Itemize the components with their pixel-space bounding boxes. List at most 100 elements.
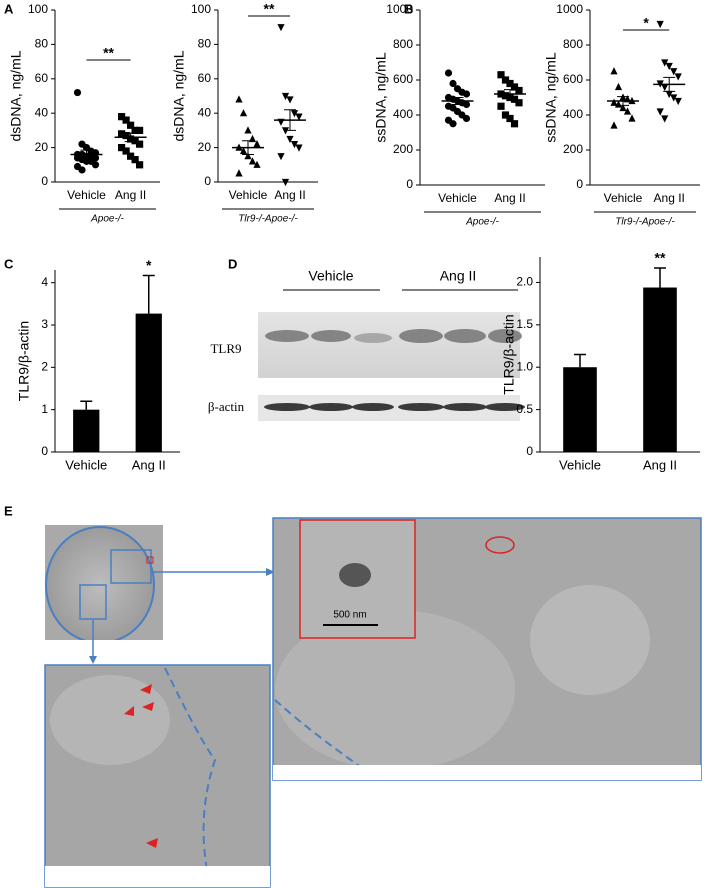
y-tick-label: 400 (393, 107, 413, 121)
y-tick-label: 80 (198, 37, 212, 51)
y-tick-label: 0.5 (516, 402, 533, 416)
point (462, 100, 471, 109)
inset-box (110, 549, 152, 584)
y-tick-label: 0 (406, 177, 413, 191)
point (670, 68, 678, 76)
point (253, 160, 261, 168)
point (122, 116, 130, 124)
error-bar (80, 400, 93, 410)
texture (530, 585, 650, 695)
point (506, 79, 514, 88)
western-blot: Vehicle Ang II TLR9 β-actin (208, 268, 525, 421)
sem-bar (451, 97, 464, 105)
y-tick-label: 1.0 (516, 359, 533, 373)
sem-bar (663, 76, 676, 92)
panel-label: A (4, 1, 14, 16)
point (628, 114, 636, 122)
y-axis-label: dsDNA, ng/mL (8, 50, 24, 141)
sem-bar (617, 96, 629, 106)
texture (50, 675, 170, 765)
point (623, 107, 632, 115)
y-tick-label: 600 (563, 72, 583, 86)
arrowhead (266, 568, 275, 576)
point (239, 146, 248, 155)
y-tick-label: 1 (41, 402, 48, 416)
bar (643, 287, 677, 452)
point (136, 161, 144, 169)
significance-label: * (146, 257, 152, 273)
y-tick-label: 800 (393, 37, 413, 51)
point (295, 113, 303, 121)
point (295, 144, 303, 152)
point (118, 144, 126, 152)
point (122, 147, 130, 155)
point (277, 24, 285, 32)
sem-bar (80, 149, 93, 160)
point (501, 92, 510, 100)
point (281, 92, 290, 101)
point (656, 20, 664, 29)
y-axis-label: ssDNA, ng/mL (373, 52, 389, 142)
significance-label: ** (655, 250, 666, 266)
y-tick-label: 400 (563, 107, 583, 121)
caption-strip (45, 866, 270, 887)
texture (275, 610, 515, 770)
point (661, 115, 669, 123)
x-tick-label: Vehicle (67, 188, 106, 202)
significance-label: ** (264, 1, 275, 17)
point (122, 131, 130, 140)
blot-group-label: Vehicle (308, 268, 353, 284)
significance-label: ** (103, 45, 114, 61)
point (501, 76, 510, 84)
point (506, 114, 514, 123)
x-tick-label: Ang II (132, 457, 166, 472)
point (656, 108, 664, 116)
point (277, 153, 285, 161)
point (614, 82, 623, 91)
x-tick-label: Vehicle (559, 457, 601, 472)
arrows (124, 684, 158, 848)
y-tick-label: 0 (526, 444, 533, 458)
y-tick-label: 0 (41, 444, 48, 458)
point (244, 152, 252, 160)
x-tick-label: Vehicle (438, 191, 477, 205)
y-tick-label: 0 (576, 177, 583, 191)
point (665, 90, 673, 99)
point (510, 83, 519, 91)
x-tick-label: Ang II (115, 188, 146, 202)
point (248, 157, 257, 165)
y-tick-label: 2 (41, 360, 48, 374)
point (497, 102, 505, 110)
point (462, 90, 471, 98)
significance-label: * (643, 15, 649, 31)
point (610, 98, 618, 106)
y-tick-label: 100 (191, 2, 211, 16)
panel-label: E (4, 503, 13, 518)
x-tick-label: Vehicle (604, 191, 643, 205)
micrographs: 500 nm (44, 517, 702, 888)
y-tick-label: 20 (198, 140, 212, 154)
point (290, 141, 299, 149)
x-tick-label: Ang II (654, 191, 685, 205)
y-tick-label: 40 (35, 105, 49, 119)
particles (339, 563, 371, 587)
point (235, 169, 243, 177)
point (131, 137, 139, 145)
point (127, 152, 135, 160)
y-tick-label: 60 (198, 71, 212, 85)
point (286, 96, 294, 104)
inset-box (79, 584, 107, 620)
x-tick-label: Ang II (494, 191, 525, 205)
actin-bands (264, 403, 525, 411)
y-tick-label: 200 (393, 142, 413, 156)
error-bar (574, 353, 586, 368)
point (449, 79, 457, 88)
sem-bar (124, 132, 137, 143)
inset-box-red (146, 556, 154, 564)
point (239, 109, 248, 117)
point (674, 97, 682, 106)
y-axis-label: ssDNA, ng/mL (543, 52, 559, 142)
point (497, 71, 505, 79)
y-tick-label: 4 (41, 275, 48, 289)
